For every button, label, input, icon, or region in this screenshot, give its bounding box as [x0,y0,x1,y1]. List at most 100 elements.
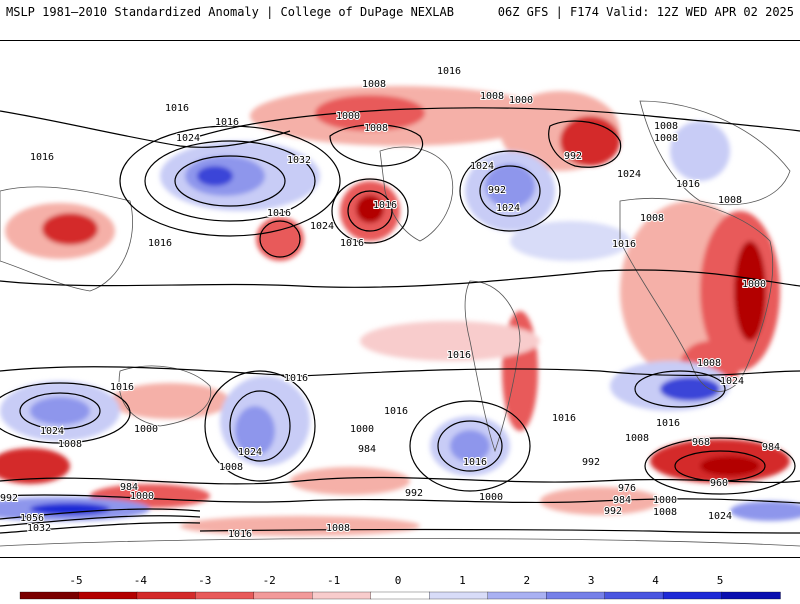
anomaly-map: 1016 1008 1000 1008 1008 1000 1016 1024 … [0,40,800,558]
isobar-label: 1008 [654,121,678,132]
colorbar-swatch [721,591,781,600]
isobar-label: 1016 [612,239,636,250]
colorbar-tick-label: -2 [263,574,276,587]
isobar-label: 1008 [362,79,386,90]
isobar-label: 1008 [58,439,82,450]
isobar-label: 1024 [496,203,520,214]
isobar-label: 1032 [287,155,311,166]
isobar-label: 1024 [708,511,732,522]
isobar-label: 960 [710,478,728,489]
isobar-label: 984 [120,482,138,493]
isobar-label: 1008 [219,462,243,473]
colorbar-tick-label: 1 [459,574,466,587]
isobar-label: 1016 [384,406,408,417]
isobar-label: 1016 [373,200,397,211]
isobar-label: 1008 [718,195,742,206]
colorbar-tick-label: -5 [69,574,82,587]
isobar-label: 984 [613,495,631,506]
isobar-label: 1016 [676,179,700,190]
colorbar-tick-label: 2 [523,574,530,587]
isobar-label: 1000 [134,424,158,435]
isobar-label: 1024 [238,447,262,458]
isobar-label: 1016 [228,529,252,540]
coastlines [0,100,800,547]
isobar-label: 984 [762,442,780,453]
header: MSLP 1981–2010 Standardized Anomaly | Co… [0,0,800,40]
isobar-label: 1024 [310,221,334,232]
colorbar-tick-label: 0 [395,574,402,587]
isobar-label: 1000 [509,95,533,106]
isobar-label: 1016 [110,382,134,393]
isobar-label: 1016 [656,418,680,429]
isobar-label: 1016 [447,350,471,361]
isobar-labels: 1016 1008 1000 1008 1008 1000 1016 1024 … [0,65,781,541]
isobar-label: 976 [618,483,636,494]
isobar-label: 1016 [463,457,487,468]
colorbar-swatch [312,591,372,600]
isobar-label: 1024 [40,426,64,437]
isobar-label: 1000 [479,492,503,503]
isobar-label: 992 [604,506,622,517]
isobar-label: 1008 [653,507,677,518]
isobar-label: 1000 [336,111,360,122]
colorbar-tick-label: 4 [652,574,659,587]
isobar-label: 1000 [742,279,766,290]
isobar-label: 992 [488,185,506,196]
isobar-label: 1008 [625,433,649,444]
isobar-label: 1016 [30,152,54,163]
isobar-label: 1016 [165,103,189,114]
isobar-label: 1016 [340,238,364,249]
isobar-label: 1016 [215,117,239,128]
isobar-label: 1016 [284,373,308,384]
isobar-label: 992 [405,488,423,499]
chart-title: MSLP 1981–2010 Standardized Anomaly | Co… [6,5,454,19]
isobar-label: 1024 [470,161,494,172]
isobar-label: 992 [0,493,18,504]
isobar-label: 1024 [176,133,200,144]
isobar-label: 1000 [350,424,374,435]
isobar-label: 1008 [640,213,664,224]
colorbar-swatch [662,591,723,600]
isobar-label: 1016 [148,238,172,249]
colorbar-tick-label: -3 [198,574,211,587]
isobars [0,107,800,534]
colorbar: -5 -4 -3 -2 -1 0 1 2 3 4 5 [0,570,800,600]
isobar-label: 1000 [653,495,677,506]
colorbar-tick-label: -4 [134,574,148,587]
anomaly-shading [0,86,800,536]
isobar-label: 992 [582,457,600,468]
isobar-label: 1056 [20,513,44,524]
isobar-label: 1000 [130,491,154,502]
colorbar-swatches [19,591,781,600]
isobar-label: 1008 [326,523,350,534]
map-canvas: 1016 1008 1000 1008 1008 1000 1016 1024 … [0,65,800,547]
isobar-label: 1008 [697,358,721,369]
colorbar-swatch [195,591,255,600]
colorbar-swatch [370,591,430,600]
isobar-label: 1024 [617,169,641,180]
isobar-label: 1008 [480,91,504,102]
isobar-label: 992 [564,151,582,162]
colorbar-labels: -5 -4 -3 -2 -1 0 1 2 3 4 5 [69,574,723,587]
model-run-info: 06Z GFS | F174 Valid: 12Z WED APR 02 202… [497,5,794,19]
isobar-label: 984 [358,444,376,455]
colorbar-swatch [19,591,80,600]
colorbar-swatch [136,591,197,600]
isobar-label: 968 [692,437,710,448]
colorbar-svg: -5 -4 -3 -2 -1 0 1 2 3 4 5 [19,574,781,600]
isobar-label: 1016 [267,208,291,219]
isobar-label: 1032 [27,523,51,534]
colorbar-swatch [78,591,138,600]
isobar-label: 1008 [364,123,388,134]
colorbar-tick-label: 3 [588,574,595,587]
isobar-label: 1016 [552,413,576,424]
isobar-label: 1016 [437,66,461,77]
isobar-label: 1024 [720,376,744,387]
colorbar-swatch [487,591,547,600]
colorbar-swatch [604,591,664,600]
isobar-label: 1008 [654,133,678,144]
colorbar-swatch [429,591,489,600]
colorbar-tick-label: -1 [327,574,340,587]
colorbar-tick-label: 5 [717,574,724,587]
colorbar-swatch [546,591,606,600]
